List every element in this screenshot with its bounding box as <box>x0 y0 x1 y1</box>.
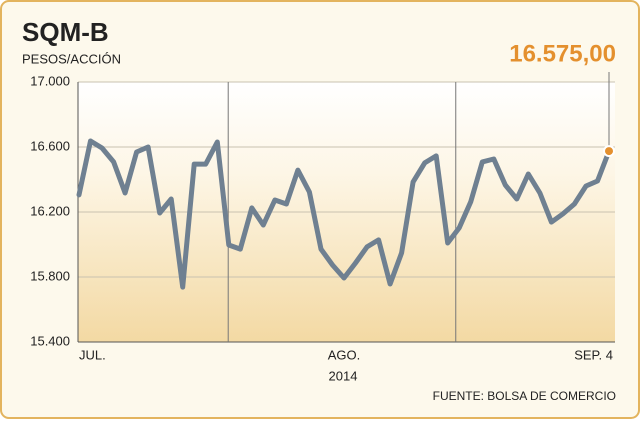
x-tick-label: SEP. 4 <box>574 347 613 362</box>
y-tick-label: 15.800 <box>30 268 70 283</box>
source: FUENTE: BOLSA DE COMERCIO <box>433 389 616 403</box>
y-tick-label: 16.600 <box>30 138 70 153</box>
point-marker <box>603 145 615 158</box>
chart-title: SQM-B <box>22 17 109 47</box>
value-label: 16.575,00 <box>509 40 616 67</box>
x-tick-label: JUL. <box>79 347 106 362</box>
y-tick-label: 15.400 <box>30 333 70 348</box>
line <box>76 138 612 290</box>
x-axis-label: 2014 <box>329 368 358 383</box>
x-tick-label: AGO. <box>328 347 361 362</box>
y-tick-label: 17.000 <box>30 73 70 88</box>
y-tick-label: 16.200 <box>30 203 70 218</box>
chart-subtitle: PESOS/ACCIÓN <box>22 51 121 66</box>
